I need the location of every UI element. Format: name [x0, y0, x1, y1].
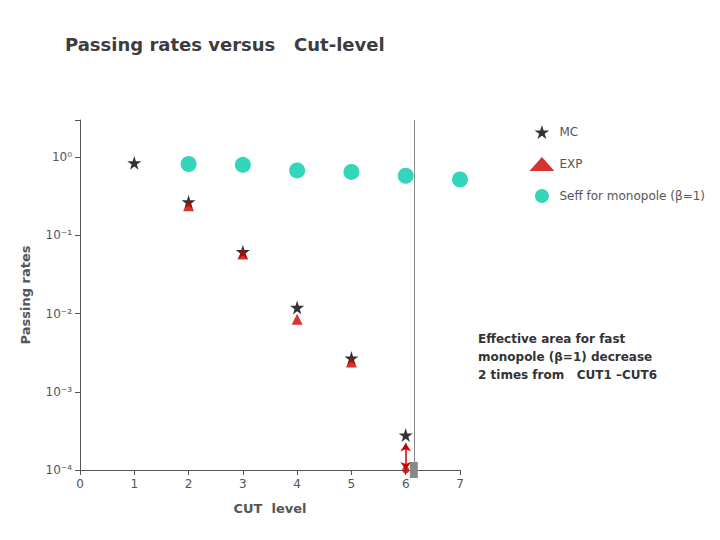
svg-text:6: 6	[402, 477, 410, 491]
svg-text:4: 4	[293, 477, 301, 491]
svg-text:monopole (β=1) decrease: monopole (β=1) decrease	[478, 350, 652, 364]
svg-text:2 times from CUT1 –CUT6: 2 times from CUT1 –CUT6	[478, 368, 657, 382]
svg-text:10⁻³: 10⁻³	[46, 385, 73, 399]
svg-text:10⁻⁴: 10⁻⁴	[46, 463, 73, 477]
svg-text:3: 3	[239, 477, 247, 491]
svg-text:10⁻¹: 10⁻¹	[46, 228, 73, 242]
svg-text:1: 1	[130, 477, 138, 491]
svg-text:Effective area for fast: Effective area for fast	[478, 332, 626, 346]
svg-text:EXP: EXP	[559, 157, 582, 171]
svg-text:10⁰: 10⁰	[52, 150, 72, 164]
svg-text:MC: MC	[559, 125, 578, 139]
svg-text:Seff for monopole (β=1): Seff for monopole (β=1)	[559, 189, 705, 203]
svg-text:Passing rates versus Cut-lev: Passing rates versus Cut-level	[65, 34, 385, 55]
svg-text:5: 5	[348, 477, 356, 491]
svg-text:2: 2	[185, 477, 193, 491]
svg-text:CUT level: CUT level	[233, 501, 306, 516]
svg-text:Passing rates: Passing rates	[18, 245, 33, 344]
svg-text:0: 0	[76, 477, 84, 491]
svg-text:10⁻²: 10⁻²	[46, 307, 73, 321]
svg-text:7: 7	[456, 477, 464, 491]
